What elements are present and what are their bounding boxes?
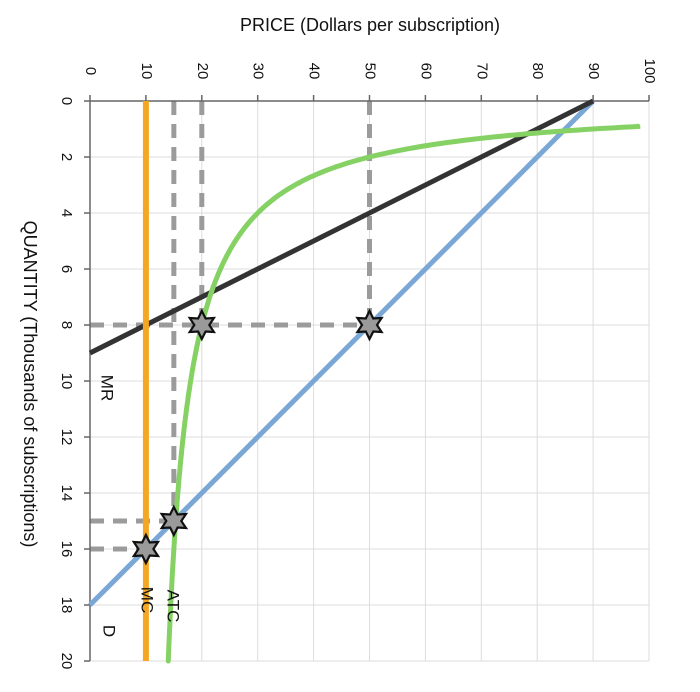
quantity-tick-label: 20 [58, 653, 75, 670]
price-tick-label: 10 [138, 63, 155, 80]
quantity-tick-label: 2 [58, 153, 75, 161]
quantity-axis-title: QUANTITY (Thousands of subscriptions) [20, 221, 40, 548]
quantity-tick-label: 0 [58, 97, 75, 105]
price-axis-title: PRICE (Dollars per subscription) [240, 15, 500, 35]
series-label-mr: MR [98, 375, 117, 401]
price-tick-label: 80 [529, 63, 546, 80]
price-tick-label: 60 [417, 63, 434, 80]
quantity-tick-label: 8 [58, 321, 75, 329]
series-line-mr [88, 98, 595, 356]
price-tick-label: 20 [194, 63, 211, 80]
price-tick-label: 50 [362, 63, 379, 80]
series-label-mc: MC [138, 587, 157, 613]
equilibrium-marker [355, 308, 384, 342]
equilibrium-marker [131, 532, 161, 566]
quantity-tick-label: 14 [58, 485, 75, 502]
quantity-tick-label: 4 [58, 209, 75, 217]
price-tick-label: 40 [306, 63, 323, 80]
quantity-tick-label: 12 [58, 429, 75, 446]
series-line-d [88, 99, 595, 607]
price-tick-label: 70 [473, 63, 490, 80]
axes [84, 95, 650, 662]
series-line-atc [165, 123, 641, 664]
equilibrium-marker [159, 504, 189, 538]
quantity-tick-label: 6 [58, 265, 75, 273]
quantity-tick-label: 10 [58, 373, 75, 390]
series-label-atc: ATC [164, 590, 183, 623]
equilibrium-marker [187, 308, 217, 342]
labels: 0 10 20 30 40 50 60 70 80 90 100 0 2 4 6 8 10 12 14 16 18 20 M… [58, 58, 658, 669]
series-label-d: D [100, 625, 119, 637]
price-tick-label: 100 [641, 58, 658, 83]
markers [131, 308, 384, 566]
price-tick-label: 30 [250, 63, 267, 80]
quantity-tick-label: 16 [58, 541, 75, 558]
quantity-tick-label: 18 [58, 597, 75, 614]
price-tick-label: 90 [585, 63, 602, 80]
price-tick-label: 0 [82, 67, 99, 75]
